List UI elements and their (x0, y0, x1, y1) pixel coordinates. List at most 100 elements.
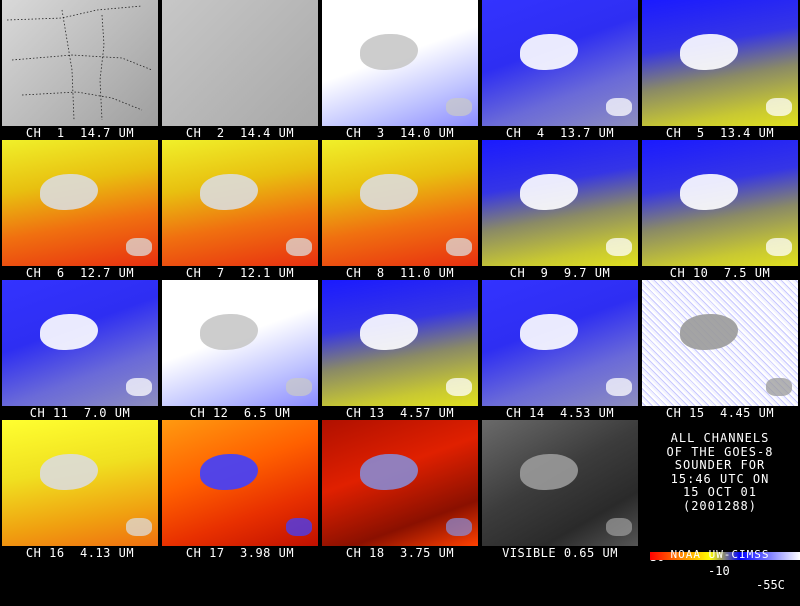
channel-caption: CH 1 14.7 UM (25, 126, 135, 140)
cloud-mass (360, 454, 418, 490)
satellite-image (482, 0, 638, 126)
channel-panel: CH 12 6.5 UM (160, 280, 320, 420)
map-boundary (6, 5, 143, 21)
info-line: ALL CHANNELS (670, 431, 770, 445)
info-line: 15:46 UTC ON (670, 471, 770, 486)
satellite-image (642, 280, 798, 406)
channel-panel: CH 10 7.5 UM (640, 140, 800, 280)
channel-caption: CH 17 3.98 UM (185, 546, 295, 560)
channel-panel: CH 15 4.45 UM (640, 280, 800, 420)
scale-labels: 30 -10 -55C (640, 536, 800, 606)
channel-caption: CH 7 12.1 UM (185, 266, 295, 280)
channel-panel: CH 8 11.0 UM (320, 140, 480, 280)
info-line: SOUNDER FOR (674, 458, 766, 472)
satellite-image (2, 280, 158, 406)
info-line: (2001288) (682, 498, 758, 513)
coastline-cloud (766, 98, 792, 116)
satellite-image (2, 0, 158, 126)
cloud-mass (680, 174, 738, 210)
channel-caption: CH 2 14.4 UM (185, 126, 295, 140)
color-scale-bar (650, 552, 800, 560)
coastline-cloud (606, 518, 632, 536)
coastline-cloud (446, 518, 472, 536)
channel-caption: CH 5 13.4 UM (665, 126, 775, 140)
satellite-image (322, 420, 478, 546)
channel-panel: CH 2 14.4 UM (160, 0, 320, 140)
cloud-mass (40, 454, 98, 490)
coastline-cloud (446, 378, 472, 396)
satellite-image (482, 140, 638, 266)
cloud-mass (520, 174, 578, 210)
channel-caption: CH 4 13.7 UM (505, 126, 615, 140)
coastline-cloud (606, 238, 632, 256)
channel-panel: CH 13 4.57 UM (320, 280, 480, 420)
cloud-mass (200, 314, 258, 350)
coastline-cloud (286, 238, 312, 256)
coastline-cloud (286, 378, 312, 396)
channel-panel: CH 17 3.98 UM (160, 420, 320, 560)
channel-caption: CH 3 14.0 UM (345, 126, 455, 140)
cloud-mass (40, 174, 98, 210)
satellite-image (162, 280, 318, 406)
coastline-cloud (766, 238, 792, 256)
map-outline-overlay (6, 5, 153, 121)
coastline-cloud (606, 98, 632, 116)
info-panel: ALL CHANNELS OF THE GOES-8 SOUNDER FOR 1… (640, 420, 800, 592)
credit-label: NOAA UW-CIMSS (670, 548, 770, 561)
channel-panel: CH 7 12.1 UM (160, 140, 320, 280)
coastline-cloud (126, 518, 152, 536)
channel-panel: CH 1 14.7 UM (0, 0, 160, 140)
satellite-image (162, 140, 318, 266)
info-line: OF THE GOES-8 (666, 444, 774, 459)
channel-caption: CH 18 3.75 UM (345, 546, 455, 560)
cloud-mass (200, 174, 258, 210)
channel-panel: CH 6 12.7 UM (0, 140, 160, 280)
cloud-mass (360, 174, 418, 210)
channel-panel: CH 3 14.0 UM (320, 0, 480, 140)
channel-panel: CH 16 4.13 UM (0, 420, 160, 560)
cloud-mass (40, 314, 98, 350)
channel-panel: VISIBLE 0.65 UM (480, 420, 640, 560)
satellite-image (482, 280, 638, 406)
info-line: 15 OCT 01 (682, 485, 758, 499)
satellite-image (642, 0, 798, 126)
channel-caption: CH 15 4.45 UM (665, 406, 775, 420)
cloud-mass (360, 34, 418, 70)
channel-caption: CH 8 11.0 UM (345, 266, 455, 280)
satellite-image (162, 420, 318, 546)
channel-caption: CH 11 7.0 UM (29, 406, 131, 420)
channel-caption: CH 14 4.53 UM (505, 406, 615, 420)
scale-mid: -10 (708, 564, 730, 578)
satellite-image (642, 140, 798, 266)
coastline-cloud (766, 378, 792, 396)
cloud-mass (520, 454, 578, 490)
satellite-grid: CH 1 14.7 UM CH 2 14.4 UM CH 3 14.0 UM CH 4… (0, 0, 800, 560)
channel-caption: CH 13 4.57 UM (345, 406, 455, 420)
satellite-image (482, 420, 638, 546)
coastline-cloud (126, 238, 152, 256)
coastline-cloud (446, 98, 472, 116)
channel-caption: CH 6 12.7 UM (25, 266, 135, 280)
coastline-cloud (446, 238, 472, 256)
satellite-image (322, 140, 478, 266)
channel-panel: CH 9 9.7 UM (480, 140, 640, 280)
info-text: ALL CHANNELS OF THE GOES-8 SOUNDER FOR 1… (640, 431, 800, 513)
channel-caption: VISIBLE 0.65 UM (502, 546, 618, 560)
cloud-mass (680, 314, 738, 350)
map-boundary (61, 9, 75, 121)
channel-caption: CH 9 9.7 UM (509, 266, 611, 280)
channel-caption: CH 10 7.5 UM (669, 266, 771, 280)
channel-panel: CH 4 13.7 UM (480, 0, 640, 140)
coastline-cloud (606, 378, 632, 396)
coastline-cloud (286, 518, 312, 536)
channel-panel: CH 14 4.53 UM (480, 280, 640, 420)
cloud-mass (680, 34, 738, 70)
cloud-mass (520, 314, 578, 350)
satellite-image (322, 280, 478, 406)
satellite-image (162, 0, 318, 126)
satellite-image (2, 140, 158, 266)
scale-right: -55C (756, 578, 785, 592)
satellite-image (322, 0, 478, 126)
channel-caption: CH 12 6.5 UM (189, 406, 291, 420)
cloud-mass (200, 454, 258, 490)
